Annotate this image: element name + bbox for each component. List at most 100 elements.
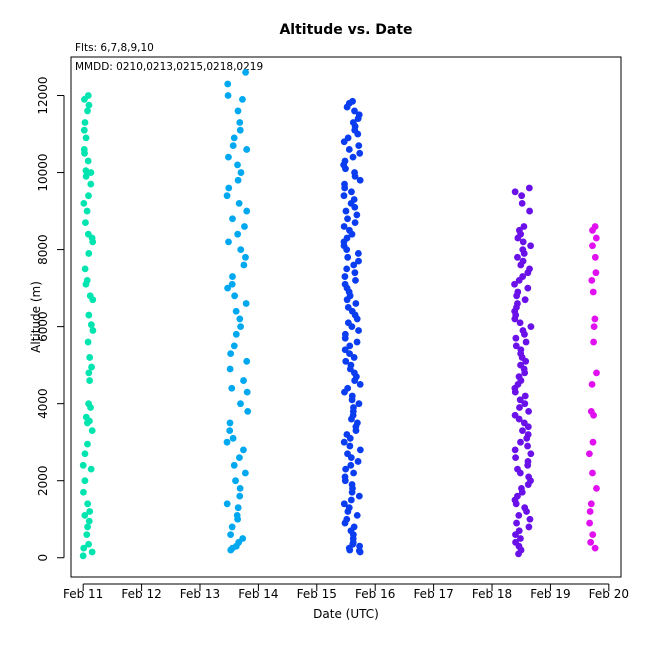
data-point <box>84 500 92 508</box>
data-point <box>589 242 596 250</box>
data-point <box>354 250 362 257</box>
data-point <box>590 338 597 346</box>
data-point <box>356 381 364 388</box>
data-point <box>237 400 244 408</box>
data-point <box>344 253 352 261</box>
data-point <box>85 400 92 408</box>
data-point <box>84 230 92 238</box>
data-point <box>86 508 94 515</box>
y-tick-label: 4000 <box>36 388 50 419</box>
data-point <box>345 146 353 153</box>
data-point <box>517 438 524 446</box>
data-point <box>85 540 93 548</box>
data-point <box>521 504 529 512</box>
x-tick-label: Feb 20 <box>589 587 629 601</box>
data-point <box>79 552 87 560</box>
data-point <box>346 350 353 357</box>
data-point <box>242 69 249 76</box>
data-point <box>593 485 600 492</box>
data-point <box>344 134 352 142</box>
y-tick-label: 8000 <box>36 234 50 265</box>
data-point <box>88 427 96 435</box>
data-point <box>516 404 523 411</box>
data-point <box>591 544 599 552</box>
data-point <box>511 280 518 288</box>
data-point <box>350 354 358 361</box>
data-point <box>241 223 248 230</box>
data-point <box>586 519 594 527</box>
data-point <box>86 292 94 300</box>
data-point <box>243 357 251 365</box>
data-point <box>88 548 96 556</box>
data-point <box>79 461 87 469</box>
data-point <box>234 107 242 115</box>
data-point <box>242 253 249 261</box>
data-point <box>341 473 349 481</box>
data-point <box>355 142 363 149</box>
data-point <box>589 531 597 539</box>
data-point <box>84 92 92 99</box>
x-tick-label: Feb 13 <box>180 587 220 601</box>
data-point <box>347 496 355 504</box>
data-point <box>85 369 93 377</box>
data-point <box>587 500 595 508</box>
data-point <box>589 469 596 477</box>
data-point <box>526 515 534 523</box>
data-point <box>84 523 91 531</box>
data-point <box>347 461 355 469</box>
data-point <box>82 167 90 175</box>
data-point <box>518 485 525 492</box>
data-point <box>232 330 240 338</box>
data-point <box>355 257 362 265</box>
data-point <box>225 153 232 161</box>
data-point <box>239 95 246 103</box>
data-point <box>524 284 532 292</box>
data-point <box>340 500 348 508</box>
chart-title: Altitude vs. Date <box>279 22 412 38</box>
data-point <box>521 400 529 408</box>
data-point <box>591 253 599 261</box>
data-point <box>348 481 356 488</box>
data-point <box>516 319 524 327</box>
data-point <box>586 508 594 515</box>
data-point <box>525 523 533 531</box>
data-point <box>87 321 95 329</box>
data-point <box>587 538 595 546</box>
data-point <box>520 223 528 230</box>
data-point <box>83 207 91 215</box>
data-point <box>85 311 93 319</box>
data-point <box>514 288 522 296</box>
data-point <box>513 519 520 527</box>
data-point <box>237 246 245 253</box>
x-axis: Feb 11 Feb 12 Feb 13 Feb 14 Feb 15 Feb 16 Feb … <box>63 583 629 601</box>
data-point <box>85 517 93 525</box>
data-point <box>346 442 354 450</box>
data-point <box>226 365 234 373</box>
data-point <box>84 440 91 448</box>
data-point <box>355 492 363 500</box>
data-point <box>589 288 597 296</box>
data-point <box>512 454 519 461</box>
data-point <box>351 169 358 176</box>
data-point <box>87 180 95 188</box>
data-point <box>81 477 89 485</box>
data-point <box>87 465 95 473</box>
data-point <box>356 542 363 550</box>
data-point <box>589 438 597 446</box>
data-point <box>350 196 358 203</box>
y-tick-label: 6000 <box>36 311 50 342</box>
data-point <box>80 126 88 134</box>
data-point <box>518 199 526 207</box>
data-point <box>225 184 233 192</box>
data-point <box>232 477 239 485</box>
data-point <box>227 350 235 357</box>
x-axis-label: Date (UTC) <box>313 607 379 621</box>
data-point <box>342 357 350 365</box>
x-tick-label: Feb 12 <box>121 587 161 601</box>
data-point <box>588 277 596 284</box>
data-point <box>512 342 520 350</box>
data-point <box>341 180 348 188</box>
data-point <box>236 119 244 126</box>
data-point <box>80 488 87 496</box>
